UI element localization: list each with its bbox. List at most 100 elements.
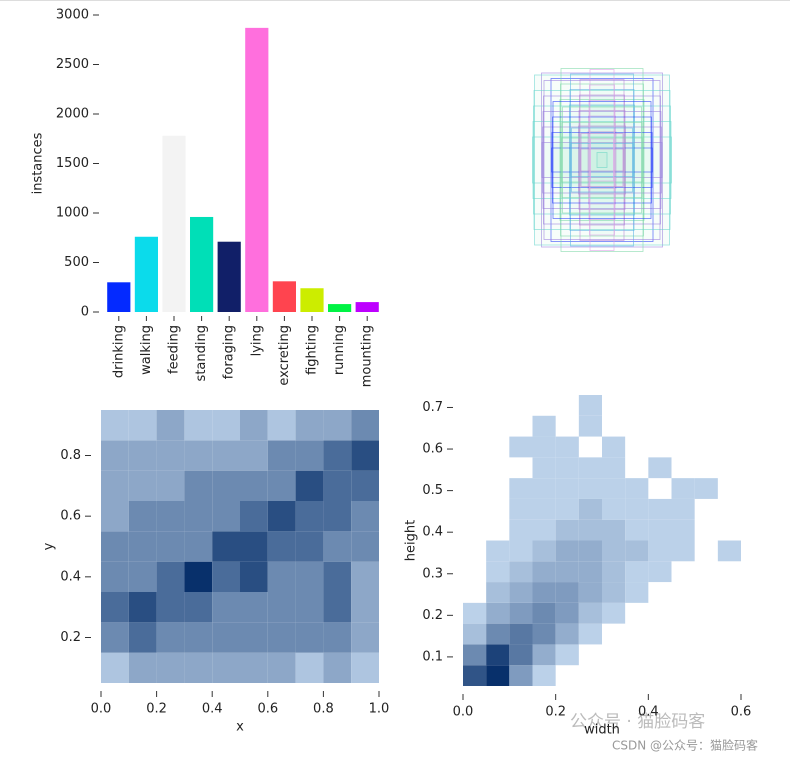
label-box bbox=[561, 137, 643, 183]
hist-cell bbox=[351, 592, 379, 623]
hist-cell bbox=[509, 602, 533, 624]
hist-cell bbox=[240, 470, 268, 501]
bar bbox=[245, 27, 269, 313]
hist-cell bbox=[509, 519, 533, 541]
hist-cell bbox=[323, 440, 352, 471]
label-box bbox=[561, 122, 643, 198]
hist-cell bbox=[128, 652, 157, 683]
hist-cell bbox=[240, 652, 268, 683]
hist-cell bbox=[555, 582, 579, 603]
hist-cell bbox=[295, 561, 324, 592]
hist-cell bbox=[555, 623, 579, 645]
hist-cell bbox=[128, 622, 157, 653]
bar bbox=[107, 282, 131, 312]
hist-cell bbox=[555, 561, 579, 583]
hist-cell bbox=[240, 531, 268, 562]
hist-cell bbox=[555, 602, 579, 624]
hist-cell bbox=[578, 478, 602, 499]
hist-cell bbox=[648, 561, 672, 583]
hist-cell bbox=[486, 644, 510, 666]
hist-cell bbox=[267, 592, 296, 623]
bar bbox=[328, 304, 352, 312]
hist-cell bbox=[295, 531, 324, 562]
y-tick-label: 0.1 bbox=[422, 649, 443, 664]
y-tick-label: 0.2 bbox=[422, 608, 443, 623]
hist-cell bbox=[240, 410, 268, 441]
bar bbox=[134, 236, 158, 312]
hist-cell bbox=[625, 498, 649, 520]
x-tick-label: standing bbox=[194, 325, 209, 381]
hist-cell bbox=[351, 531, 379, 562]
label-box bbox=[587, 131, 617, 189]
y-axis-label: y bbox=[42, 542, 57, 550]
y-tick-label: 0.7 bbox=[422, 400, 443, 415]
label-box bbox=[570, 143, 634, 177]
hist-cell bbox=[156, 470, 185, 501]
watermark-footer: CSDN @公众号：猫脸码客 bbox=[612, 738, 758, 753]
hist-cell bbox=[184, 470, 213, 501]
label-box bbox=[588, 115, 616, 205]
x-tick-label: fighting bbox=[305, 325, 320, 375]
hist-cell bbox=[101, 470, 129, 501]
hist-cell bbox=[578, 623, 602, 645]
label-box bbox=[579, 79, 625, 241]
hist-cell bbox=[212, 561, 240, 592]
hist-cell bbox=[184, 501, 213, 532]
label-box bbox=[533, 105, 671, 215]
hist-cell bbox=[717, 540, 741, 562]
x-tick-label: lying bbox=[249, 325, 264, 356]
x-tick-label: 0.6 bbox=[257, 702, 278, 717]
hist-cell bbox=[101, 440, 129, 471]
hist-cell bbox=[578, 561, 602, 583]
y-tick-label: 3000 bbox=[56, 8, 89, 23]
hist-cell bbox=[463, 644, 487, 666]
hist-cell bbox=[532, 498, 556, 520]
label-box bbox=[560, 83, 644, 237]
x-tick-label: running bbox=[332, 325, 347, 375]
hist-cell bbox=[555, 644, 579, 666]
hist-cell bbox=[184, 622, 213, 653]
hist-cell bbox=[532, 623, 556, 645]
hist-cell bbox=[671, 498, 695, 520]
hist-cell bbox=[156, 531, 185, 562]
x-tick-label: 0.2 bbox=[146, 702, 167, 717]
hist-cell bbox=[240, 592, 268, 623]
hist-cell bbox=[267, 652, 296, 683]
hist-cell bbox=[532, 457, 556, 479]
hist-cell bbox=[671, 519, 695, 541]
hist-cell bbox=[625, 478, 649, 499]
hist-cell bbox=[486, 582, 510, 603]
label-box bbox=[589, 69, 615, 251]
hist-cell bbox=[555, 540, 579, 562]
watermark: 公众号 · 猫脸码客 bbox=[570, 712, 705, 732]
hist-cell bbox=[532, 478, 556, 499]
hist-cell bbox=[156, 652, 185, 683]
hist-cell bbox=[625, 540, 649, 562]
hist-cell bbox=[351, 470, 379, 501]
hist-cell bbox=[156, 622, 185, 653]
label-box bbox=[559, 99, 645, 221]
x-tick-label: 0.6 bbox=[731, 705, 752, 720]
hist-cell bbox=[578, 498, 602, 520]
hist-cell bbox=[648, 457, 672, 479]
hist-cell bbox=[351, 440, 379, 471]
hist-cell bbox=[101, 622, 129, 653]
hist-cell bbox=[295, 501, 324, 532]
x-tick-label: 0.8 bbox=[313, 702, 334, 717]
hist-cell bbox=[463, 665, 487, 686]
x-tick-label: foraging bbox=[222, 325, 237, 379]
hist-cell bbox=[532, 415, 556, 437]
y-tick-label: 500 bbox=[64, 255, 89, 270]
hist-cell bbox=[101, 501, 129, 532]
label-box bbox=[532, 136, 672, 184]
label-box bbox=[571, 127, 633, 193]
hist-cell bbox=[602, 457, 626, 479]
label-box bbox=[532, 121, 672, 199]
hist-cell bbox=[509, 540, 533, 562]
y-tick-label: 0.6 bbox=[422, 442, 443, 457]
hist-cell bbox=[509, 623, 533, 645]
hist-cell bbox=[578, 457, 602, 479]
hist-cell bbox=[212, 531, 240, 562]
hist-cell bbox=[648, 498, 672, 520]
hist-cell bbox=[671, 540, 695, 562]
